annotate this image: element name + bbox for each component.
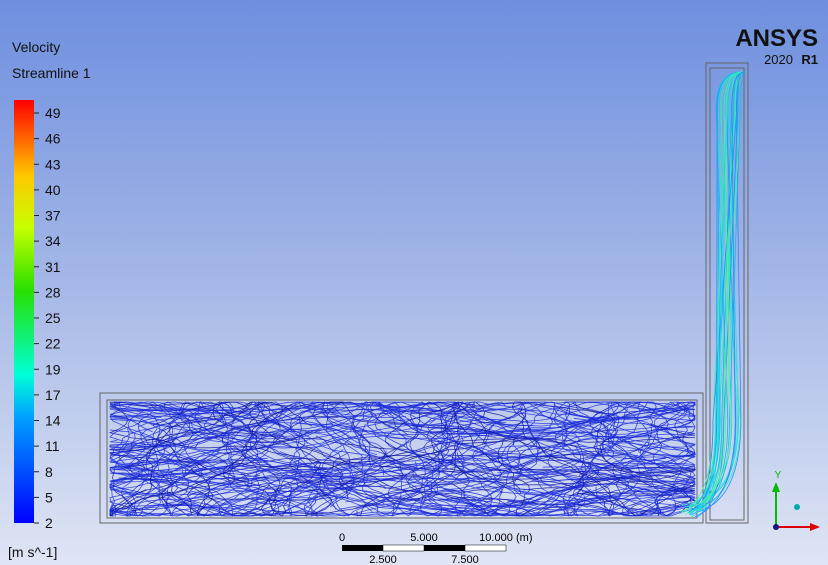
scale-label: 2.500: [369, 554, 397, 565]
color-bar: [14, 100, 34, 523]
legend-label: 37: [45, 208, 61, 224]
viewport: Velocity Streamline 1 494643403734312825…: [0, 0, 828, 565]
legend-label: 40: [45, 182, 61, 198]
legend-label: 14: [45, 413, 61, 429]
legend-label: 22: [45, 336, 61, 352]
logo-version: 2020: [764, 52, 793, 67]
legend-label: 31: [45, 259, 61, 275]
scale-label: 0: [339, 532, 345, 544]
scale-unit: (m): [516, 532, 533, 544]
legend-label: 19: [45, 361, 61, 377]
legend-label: 2: [45, 515, 53, 531]
scale-label: 7.500: [451, 554, 479, 565]
logo-release: R1: [801, 52, 818, 67]
scale-label: 5.000: [410, 532, 438, 544]
legend-label: 25: [45, 310, 61, 326]
legend-unit: [m s^-1]: [8, 544, 57, 560]
scale-label: 10.000: [479, 532, 513, 544]
legend-label: 46: [45, 131, 61, 147]
triad-label: Y: [775, 470, 782, 481]
scene: Velocity Streamline 1 494643403734312825…: [0, 0, 828, 565]
legend-title: Velocity: [12, 39, 60, 55]
scale-bar: [342, 545, 506, 551]
legend-label: 5: [45, 489, 53, 505]
legend-label: 28: [45, 284, 61, 300]
legend-label: 43: [45, 156, 61, 172]
legend-label: 8: [45, 464, 53, 480]
legend-label: 34: [45, 233, 61, 249]
legend-label: 17: [45, 387, 61, 403]
legend-subtitle: Streamline 1: [12, 65, 91, 81]
legend-label: 11: [45, 438, 60, 454]
legend-label: 49: [45, 105, 61, 121]
logo: ANSYS: [735, 25, 818, 52]
axis-triad: [772, 482, 820, 531]
